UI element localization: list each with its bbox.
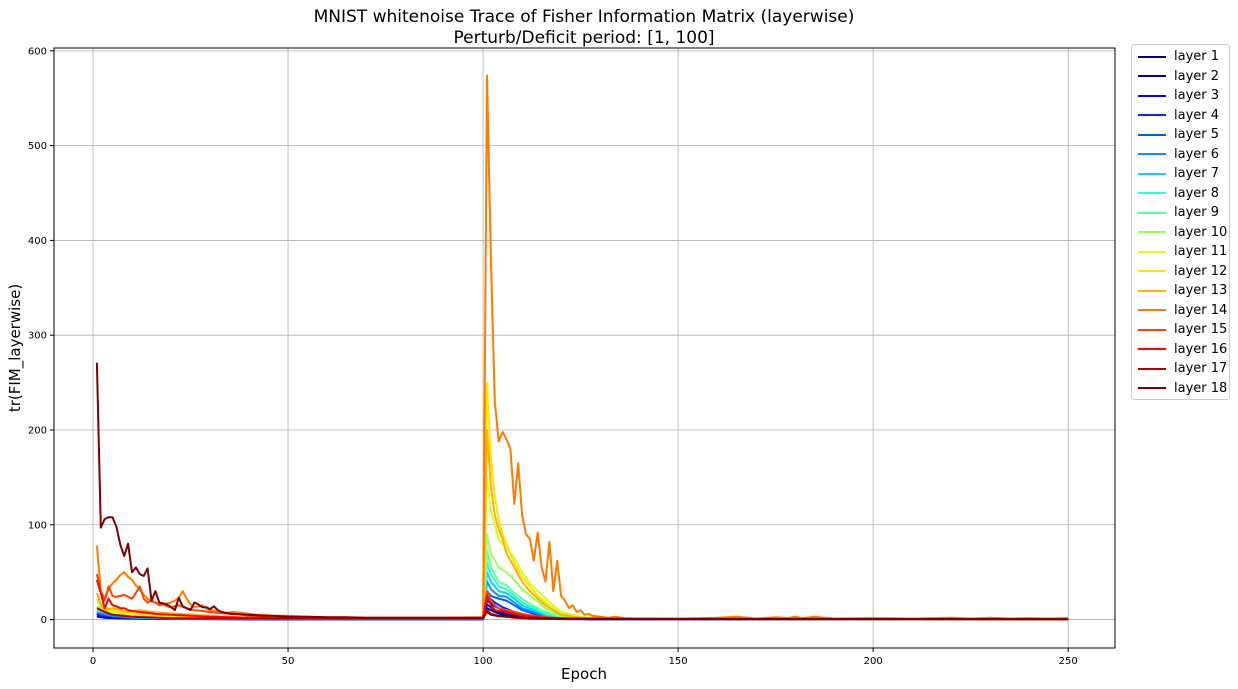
legend-swatch [1138, 133, 1166, 136]
legend-swatch [1138, 348, 1166, 350]
chart-title: MNIST whitenoise Trace of Fisher Informa… [314, 7, 855, 27]
y-axis-label: tr(FIM_layerwise) [6, 284, 25, 412]
legend-label: layer 18 [1174, 380, 1228, 396]
legend-item: layer 2 [1138, 67, 1219, 86]
legend-item: layer 5 [1138, 125, 1219, 144]
legend-swatch [1138, 250, 1166, 253]
y-tick-label: 300 [28, 331, 47, 342]
legend-label: layer 8 [1174, 185, 1220, 201]
legend-label: layer 1 [1174, 49, 1220, 64]
y-tick-label: 600 [28, 46, 47, 57]
legend-swatch [1138, 211, 1166, 214]
legend-item: layer 18 [1138, 379, 1227, 398]
series-line-layer-15 [95, 573, 1069, 620]
legend-label: layer 5 [1174, 127, 1220, 142]
legend-swatch [1138, 114, 1166, 116]
series-line-layer-18 [95, 362, 1069, 621]
x-tick-label: 150 [669, 656, 688, 667]
legend-label: layer 3 [1174, 88, 1220, 103]
series-line-layer-13 [95, 429, 1069, 621]
legend-item: layer 12 [1138, 262, 1227, 281]
series-line-layer-10 [96, 533, 1069, 621]
legend-label: layer 17 [1174, 361, 1228, 376]
legend-swatch [1138, 387, 1166, 389]
legend-item: layer 10 [1138, 223, 1227, 242]
legend-label: layer 15 [1174, 322, 1228, 337]
legend-label: layer 7 [1174, 166, 1220, 181]
x-tick-label: 200 [864, 656, 883, 667]
series-line-layer-14 [95, 74, 1069, 620]
legend-swatch [1138, 270, 1166, 272]
legend-item: layer 13 [1138, 281, 1227, 300]
series-line-layer-11 [96, 476, 1069, 621]
series-line-layer-16 [95, 579, 1069, 621]
legend-label: layer 12 [1174, 263, 1228, 279]
plot-frame [53, 47, 1116, 649]
x-tick-label: 100 [474, 656, 493, 667]
y-tick-label: 500 [28, 141, 47, 152]
legend-label: layer 13 [1174, 283, 1228, 298]
legend-swatch [1138, 75, 1166, 77]
legend-swatch [1138, 367, 1166, 370]
legend-label: layer 6 [1174, 146, 1220, 162]
legend-item: layer 1 [1138, 47, 1219, 66]
legend-label: layer 16 [1174, 341, 1228, 357]
legend-swatch [1138, 192, 1166, 194]
legend-item: layer 11 [1138, 242, 1227, 261]
legend-item: layer 14 [1138, 301, 1227, 320]
legend-label: layer 2 [1174, 68, 1220, 84]
y-tick-label: 0 [41, 615, 47, 626]
legend-swatch [1138, 289, 1166, 292]
legend-label: layer 14 [1174, 302, 1228, 318]
legend-item: layer 6 [1138, 145, 1219, 164]
series-group [95, 74, 1069, 621]
x-tick-label: 250 [1059, 656, 1078, 667]
legend-swatch [1138, 328, 1166, 331]
y-tick-label: 400 [28, 236, 47, 247]
series-line-layer-12 [96, 381, 1069, 621]
legend-label: layer 9 [1174, 205, 1220, 220]
legend-item: layer 4 [1138, 106, 1219, 125]
x-tick-label: 0 [90, 656, 96, 667]
legend-swatch [1138, 172, 1166, 175]
x-tick-label: 50 [282, 656, 295, 667]
legend-label: layer 11 [1174, 244, 1228, 259]
legend-swatch [1138, 153, 1166, 155]
legend-item: layer 8 [1138, 184, 1219, 203]
legend-label: layer 4 [1174, 107, 1220, 123]
legend-item: layer 9 [1138, 203, 1219, 222]
series-line-layer-9 [96, 550, 1069, 621]
legend-swatch [1138, 309, 1166, 311]
x-axis-label: Epoch [561, 665, 607, 683]
legend-label: layer 10 [1174, 224, 1228, 240]
legend-swatch [1138, 231, 1166, 233]
y-tick-label: 100 [28, 520, 47, 531]
legend-item: layer 7 [1138, 164, 1219, 183]
legend-swatch [1138, 94, 1166, 97]
legend-item: layer 16 [1138, 340, 1227, 359]
y-tick-label: 200 [28, 425, 47, 436]
axis-ticks: 0 50 100 150 200 250 0 100 200 300 400 500 600 [28, 46, 1078, 667]
grid [54, 48, 1115, 648]
legend-item: layer 3 [1138, 86, 1219, 105]
legend-swatch [1138, 55, 1166, 58]
legend-item: layer 17 [1138, 359, 1227, 378]
legend: layer 1 layer 2 layer 3 layer 4 layer 5 layer… [1131, 44, 1230, 400]
chart-subtitle: Perturb/Deficit period: [1, 100] [453, 28, 714, 48]
legend-item: layer 15 [1138, 320, 1227, 339]
